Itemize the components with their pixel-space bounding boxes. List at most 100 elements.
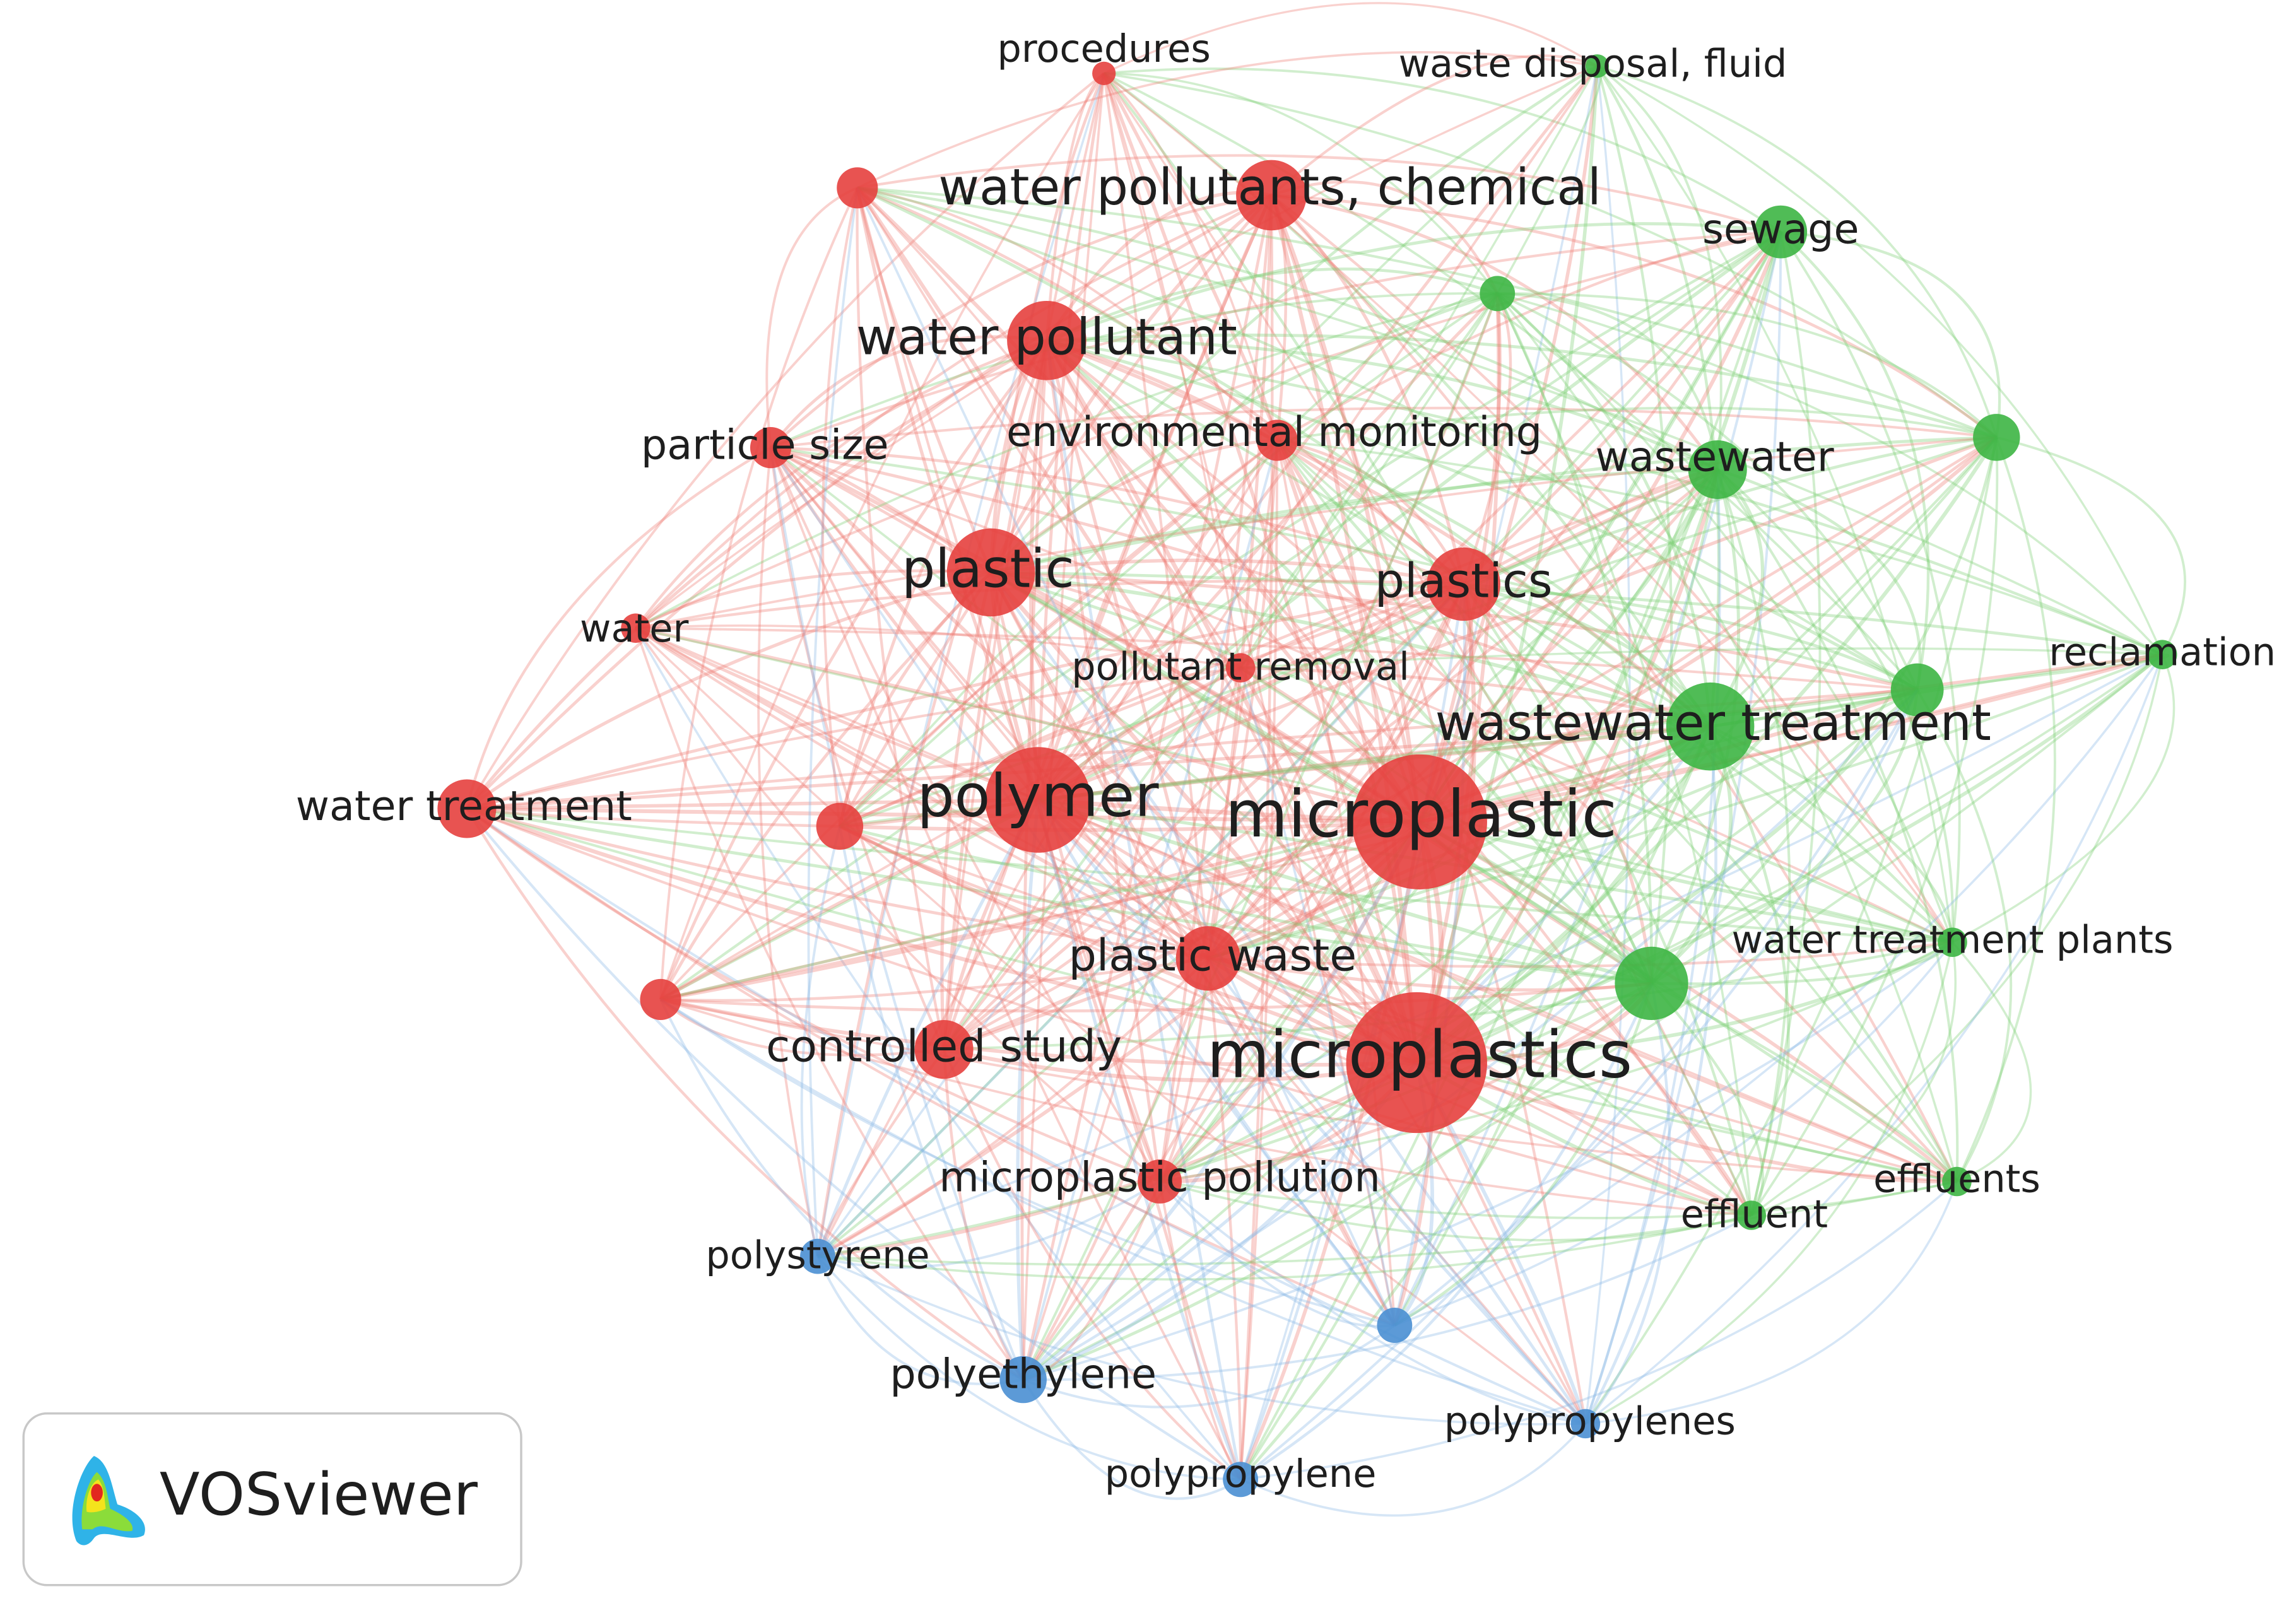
edge: [769, 447, 1210, 959]
edge: [1415, 469, 1720, 1064]
edge: [943, 583, 1465, 1051]
edge: [635, 627, 1953, 944]
edge: [839, 468, 1718, 828]
edge: [1208, 956, 1652, 992]
node-label: effluent: [1681, 1192, 1828, 1236]
edge: [466, 582, 1464, 811]
edge: [635, 627, 1586, 1425]
node: [1175, 926, 1241, 991]
edge: [634, 628, 1025, 1381]
edge: [1239, 469, 1719, 1481]
edge: [1103, 73, 1242, 668]
edge: [856, 186, 1422, 823]
edge: [1497, 292, 1719, 470]
edge: [816, 231, 1782, 1258]
edge: [943, 725, 1711, 1052]
edge: [1045, 340, 1210, 959]
edge: [1158, 584, 1465, 1183]
node: [999, 1356, 1047, 1404]
edge: [989, 194, 1273, 573]
node: [1092, 61, 1116, 85]
node: [1138, 1159, 1182, 1204]
node-label: environmental monitoring: [1006, 409, 1542, 456]
edge: [1418, 820, 1753, 1216]
edge: [1952, 941, 2032, 1183]
edge: [1709, 468, 1765, 728]
edge: [1036, 73, 1106, 801]
edge: [817, 1180, 1957, 1266]
node: [2147, 640, 2177, 669]
node-label: effluents: [1873, 1158, 2040, 1202]
edge: [1596, 66, 1673, 984]
edge: [857, 187, 2164, 656]
edge: [1158, 821, 1422, 1183]
edge: [1716, 469, 1959, 1182]
edge: [1394, 941, 1953, 1327]
logo-icon: [72, 1456, 145, 1546]
edge: [989, 572, 1210, 959]
edge: [660, 997, 1417, 1067]
node: [800, 1238, 835, 1274]
edge: [659, 998, 1395, 1327]
edge: [1497, 292, 1998, 438]
edge: [1021, 194, 1273, 1380]
edge: [634, 194, 1272, 630]
edge: [466, 807, 1209, 960]
edge: [1270, 194, 1466, 585]
node-label: reclamation: [2049, 630, 2276, 674]
edge: [1206, 958, 1396, 1326]
edge: [1046, 333, 1998, 439]
node: [1666, 682, 1755, 771]
edge: [1393, 232, 1782, 1326]
node: [1351, 754, 1487, 889]
edge: [466, 72, 1105, 809]
edge: [1650, 982, 1764, 1216]
node: [1736, 1200, 1767, 1230]
edge: [817, 1060, 1418, 1258]
edge: [1650, 437, 1998, 985]
edge: [991, 570, 1711, 729]
edge: [1206, 583, 1465, 959]
edge: [634, 627, 1161, 1183]
edge: [943, 667, 1242, 1050]
edge: [1206, 195, 1273, 959]
edge: [1022, 436, 1998, 1381]
edge: [1158, 231, 1782, 1183]
edge: [1022, 1061, 1418, 1381]
edge: [1021, 440, 1279, 1380]
edge: [1271, 194, 1719, 471]
node: [1225, 653, 1256, 683]
edge: [466, 807, 1957, 1183]
edge: [1463, 435, 1997, 586]
node-label: polypropylenes: [1444, 1399, 1736, 1443]
edge: [1029, 340, 1049, 801]
edge: [1046, 222, 1781, 343]
edge: [1016, 799, 1040, 1380]
edge: [839, 230, 1782, 828]
edge: [1159, 688, 1919, 1183]
edge: [1159, 1180, 1957, 1219]
edge: [466, 807, 1752, 1217]
logo-text: VOSviewer: [160, 1460, 478, 1528]
edge: [1036, 799, 1396, 1327]
edge: [1271, 194, 1998, 439]
edge: [1037, 292, 1499, 801]
node-label: polyethylene: [890, 1351, 1157, 1398]
edge: [1037, 798, 1958, 1183]
edge: [817, 654, 2164, 1258]
edge: [1596, 65, 1722, 470]
edge: [465, 446, 772, 809]
edge: [1158, 1180, 1586, 1425]
node-label: water pollutants, chemical: [938, 158, 1601, 216]
edge: [1158, 436, 1998, 1183]
edge: [1394, 654, 2164, 1327]
edge: [991, 571, 2163, 656]
edge: [1103, 73, 1753, 1216]
edge: [800, 826, 841, 1257]
edge: [1751, 942, 1957, 1217]
edge: [1037, 688, 1918, 802]
edge: [1239, 689, 1919, 1481]
edge: [1415, 688, 1919, 1065]
edge: [660, 468, 1719, 1001]
edge: [1275, 440, 1419, 1063]
